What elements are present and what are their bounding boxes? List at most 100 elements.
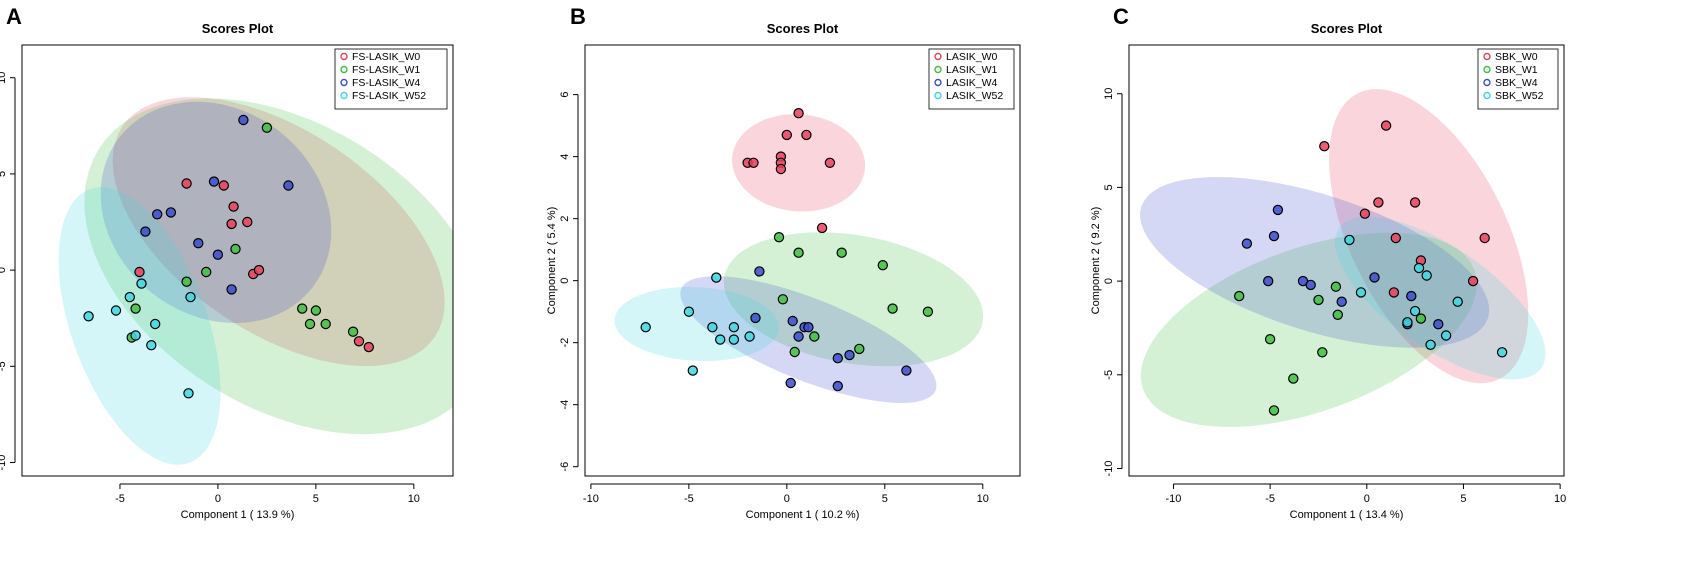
legend-label: LASIK_W52 <box>946 90 1003 102</box>
data-point <box>347 326 359 337</box>
data-point <box>789 346 800 358</box>
data-point <box>1355 287 1367 298</box>
legend-marker <box>1483 91 1491 100</box>
x-tick-label: 0 <box>215 493 221 505</box>
x-tick-label: -5 <box>115 493 125 505</box>
confidence-ellipse-lasik_w4 <box>680 276 937 403</box>
data-point <box>146 340 157 351</box>
y-tick-label: -10 <box>0 455 8 471</box>
data-point <box>1415 313 1427 324</box>
legend-marker <box>340 52 348 61</box>
data-point <box>320 318 331 330</box>
data-point <box>283 180 294 191</box>
y-tick-label: 10 <box>0 72 8 84</box>
legend-marker <box>1483 52 1491 61</box>
ellipse-layer <box>614 114 984 403</box>
plot-frame <box>21 44 454 477</box>
data-point <box>1452 296 1463 307</box>
y-tick-label: -10 <box>1103 461 1115 477</box>
data-point <box>1402 317 1413 328</box>
confidence-ellipse-fs-lasik_w52 <box>58 187 221 465</box>
legend-marker <box>934 52 942 61</box>
data-point <box>1440 330 1452 341</box>
data-point <box>181 178 192 189</box>
y-tick-label: 0 <box>559 278 571 284</box>
data-point <box>877 260 889 271</box>
data-point <box>1268 405 1280 416</box>
data-point <box>1369 272 1380 283</box>
data-point <box>1268 230 1280 242</box>
confidence-ellipse-sbk_w0 <box>1329 89 1529 384</box>
data-point <box>261 122 273 133</box>
data-point <box>715 334 726 345</box>
legend-label: FS-LASIK_W52 <box>352 90 426 102</box>
data-point <box>775 163 787 175</box>
data-point <box>824 157 836 168</box>
data-point <box>238 114 249 126</box>
x-axis-title: Component 1 ( 13.9 %) <box>181 509 295 521</box>
legend-box <box>928 48 1015 110</box>
data-point <box>748 157 759 168</box>
y-tick-label: 6 <box>559 92 571 98</box>
data-point <box>887 303 898 314</box>
data-point <box>844 349 855 361</box>
panel-letter: C <box>1113 4 1129 29</box>
data-point <box>130 303 141 314</box>
data-point <box>854 343 865 355</box>
data-point <box>832 353 844 364</box>
data-point <box>901 365 912 376</box>
x-axis-title: Component 1 ( 10.2 %) <box>746 509 860 521</box>
data-point <box>1413 262 1425 274</box>
legend-marker <box>340 78 348 87</box>
data-point <box>228 201 239 212</box>
data-point <box>134 266 145 278</box>
plot-title: Scores Plot <box>202 21 274 36</box>
data-point <box>1330 281 1342 292</box>
legend-label: FS-LASIK_W0 <box>352 51 420 63</box>
data-point <box>183 388 194 399</box>
y-tick-label: -2 <box>559 338 571 348</box>
data-point <box>1344 234 1355 246</box>
data-point <box>816 222 828 234</box>
legend-box <box>334 48 448 110</box>
legend-marker <box>340 91 348 100</box>
data-point <box>1409 305 1421 317</box>
legend-label: FS-LASIK_W4 <box>352 77 420 89</box>
data-point <box>1496 347 1508 358</box>
y-tick-label: 2 <box>559 216 571 222</box>
data-point <box>1359 208 1371 219</box>
data-point <box>1425 339 1436 350</box>
data-point <box>1264 334 1276 345</box>
data-point <box>1233 290 1245 302</box>
data-point <box>750 312 761 324</box>
data-point <box>353 336 365 347</box>
legend-marker <box>934 91 942 100</box>
data-point <box>1317 347 1328 358</box>
confidence-ellipse-lasik_w1 <box>723 232 984 367</box>
x-tick-label: -5 <box>684 493 694 505</box>
data-point <box>832 380 844 392</box>
plot-title: Scores Plot <box>1311 21 1383 36</box>
data-point <box>1409 197 1421 208</box>
y-tick-label: -5 <box>0 361 8 371</box>
data-point <box>1262 275 1274 287</box>
data-point <box>130 330 141 341</box>
data-point <box>836 247 847 258</box>
data-point <box>640 322 651 333</box>
y-axis-title: Component 2 ( 5.4 %) <box>546 207 558 315</box>
data-point <box>707 322 718 333</box>
x-tick-label: 0 <box>784 493 790 505</box>
data-point <box>83 311 94 322</box>
data-point <box>185 291 196 303</box>
legend-marker <box>1483 65 1491 74</box>
data-point <box>136 278 147 289</box>
panel-a: A Scores Plot -5 0 5 10 -10 -5 0 5 10 Component 1 (… <box>0 4 454 521</box>
data-point <box>1332 309 1344 320</box>
data-point <box>226 218 237 230</box>
data-point <box>1272 204 1284 216</box>
y-tick-label: 0 <box>1103 278 1115 284</box>
data-point <box>1388 287 1400 298</box>
data-point <box>226 284 237 295</box>
